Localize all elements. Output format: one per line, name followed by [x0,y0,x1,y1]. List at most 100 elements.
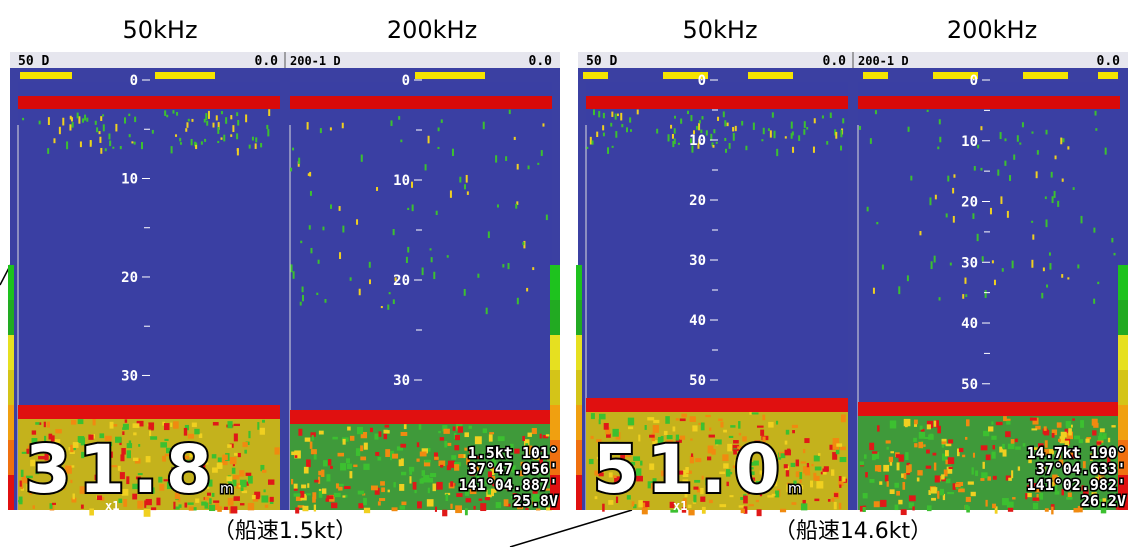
echo-speck [934,420,939,428]
echo-speck [426,499,434,507]
echo-speck [212,467,218,473]
echo-speck [26,475,33,479]
echo-speck [70,444,74,453]
echo-speck [519,470,524,477]
echo-speck [902,481,906,490]
echo-speck [910,175,913,181]
echo-speck [633,456,641,461]
echo-speck [304,437,311,442]
echo-speck [217,122,220,130]
echo-speck [122,423,129,430]
depth-label: 30 [393,373,410,389]
echo-speck [1057,200,1060,207]
echo-speck [991,421,994,425]
echo-speck [924,436,930,440]
echo-speck [1067,449,1074,455]
echo-speck [684,489,688,498]
echo-speck [767,128,770,131]
echo-speck [641,506,648,515]
echo-speck [594,496,598,500]
echo-speck [267,129,270,137]
echo-speck [458,454,464,459]
echo-speck [694,479,701,483]
echo-speck [368,261,371,268]
echo-speck [1093,422,1099,428]
echo-speck [1050,171,1053,178]
echo-speck [972,213,975,219]
echo-speck [177,497,181,503]
echo-speck [612,441,619,446]
echo-speck [677,142,680,145]
echo-speck [775,490,780,498]
echo-speck [503,448,510,453]
echo-speck [173,421,179,429]
echo-speck [19,480,22,487]
echo-speck [49,503,53,509]
echo-speck [396,446,404,451]
echo-speck [262,419,265,423]
depth-label: 30 [689,253,706,269]
echo-speck [756,425,764,428]
color-scale [576,265,582,300]
echo-speck [1013,154,1016,160]
echo-speck [507,263,510,270]
echo-speck [128,113,131,117]
echo-speck [791,131,794,136]
echo-speck [159,484,165,491]
echo-speck [511,465,516,473]
echo-speck [732,465,740,469]
color-scale [1118,265,1128,300]
echo-speck [999,446,1003,453]
echo-speck [259,427,265,435]
echo-speck [812,146,815,153]
echo-speck [1086,437,1092,440]
echo-speck [306,459,311,468]
echo-speck [72,442,79,448]
echo-speck [672,465,676,474]
echo-speck [842,118,845,124]
echo-speck [525,443,529,446]
echo-speck [1019,142,1022,145]
echo-speck [608,500,614,505]
echo-speck [840,145,843,151]
echo-speck [790,133,793,139]
echo-speck [233,496,240,501]
echo-speck [464,184,467,190]
echo-speck [311,435,314,441]
echo-speck [793,480,797,485]
echo-speck [994,506,998,514]
echo-speck [603,423,609,430]
echo-speck [829,444,836,450]
echo-speck [1054,491,1060,495]
echo-speck [62,117,65,126]
echo-speck [958,488,965,493]
echo-speck [138,444,141,447]
echo-speck [400,431,408,436]
echo-speck [112,146,115,149]
echo-speck [314,479,319,483]
echo-speck [263,489,266,493]
echo-speck [1032,502,1039,510]
echo-speck [136,420,144,427]
echo-speck [369,427,373,433]
echo-speck [531,428,537,435]
echo-speck [948,466,953,470]
echo-speck [260,464,265,472]
echo-speck [802,449,806,454]
echo-speck [363,497,367,506]
echo-speck [109,140,112,147]
echo-speck [312,496,316,503]
echo-speck [391,453,399,459]
echo-speck [360,154,363,162]
echo-speck [1060,137,1063,145]
nav-info: 37°04.633' [1036,460,1126,478]
echo-speck [745,145,748,151]
echo-speck [696,488,701,493]
echo-speck [753,460,759,466]
echo-speck [1090,481,1094,488]
echo-speck [476,472,480,479]
echo-speck [679,418,686,422]
caption: （船速14.6kt） [774,519,932,544]
echo-speck [613,475,617,479]
